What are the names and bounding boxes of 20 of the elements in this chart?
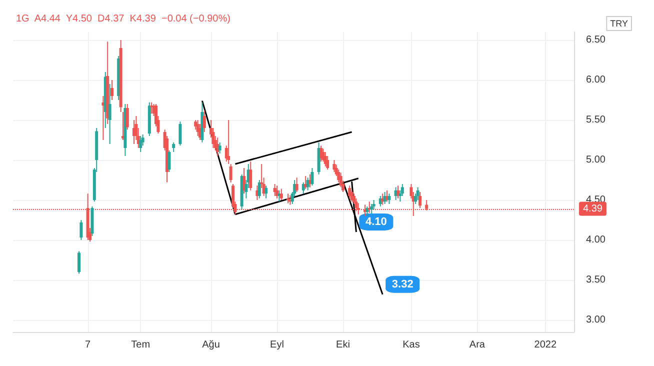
y-tick-label: 6.00 (586, 74, 606, 86)
text: 1G A4.44 Y4.50 D4.37 K4.39 −0.04 (−0.90%) (16, 14, 230, 24)
y-tick-label: 3.50 (586, 274, 606, 286)
x-tick-label: Kas (402, 340, 420, 350)
text: TRY (610, 18, 628, 28)
y-tick-label: 6.50 (586, 34, 606, 46)
x-tick-label: 2022 (534, 340, 557, 350)
x-tick-label: Ara (469, 340, 486, 350)
annotation: 4.10 (365, 216, 387, 228)
y-tick-label: 5.50 (586, 114, 606, 126)
x-tick-label: Eyl (270, 340, 284, 350)
y-tick-label: 5.00 (586, 154, 606, 166)
y-tick-label: 4.00 (586, 234, 606, 246)
x-tick-label: 7 (85, 340, 92, 350)
y-tick-label: 3.00 (586, 314, 606, 326)
ref-line-label: 4.39 (583, 203, 603, 214)
x-tick-label: Ağu (202, 340, 220, 350)
annotation: 3.32 (392, 278, 414, 290)
x-tick-label: Eki (336, 340, 350, 350)
x-tick-label: Tem (131, 340, 150, 350)
